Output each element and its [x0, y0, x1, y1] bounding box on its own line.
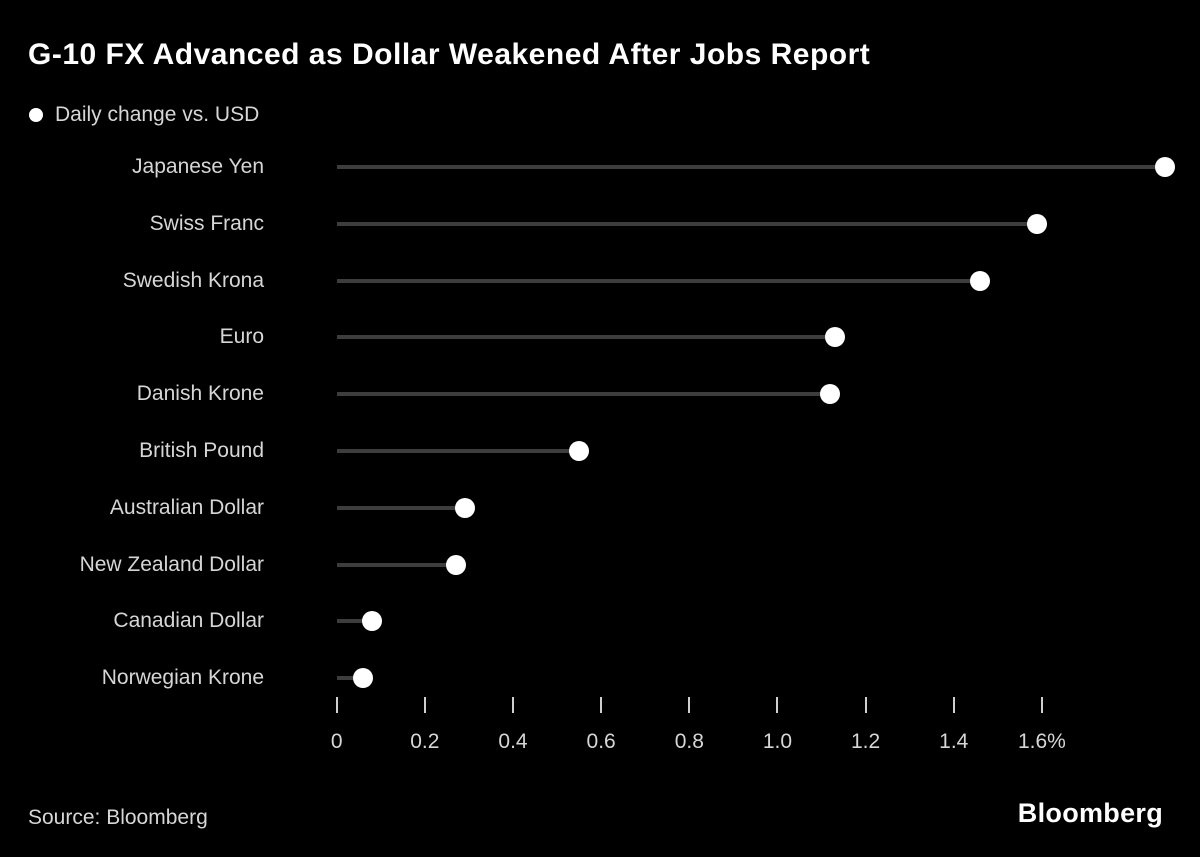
- x-axis-tick-label: 0.4: [498, 730, 528, 753]
- lollipop-stem: [336, 335, 835, 340]
- category-label: Danish Krone: [136, 382, 264, 406]
- category-label: Australian Dollar: [109, 495, 264, 519]
- lollipop-dot: [824, 327, 845, 348]
- lollipop-dot: [454, 497, 475, 518]
- legend-label: Daily change vs. USD: [55, 103, 260, 126]
- x-axis-tick-label: 0: [330, 730, 343, 753]
- category-label: Swiss Franc: [149, 211, 264, 235]
- x-axis-tick: [600, 697, 603, 713]
- lollipop-stem: [336, 449, 580, 453]
- legend: Daily change vs. USD: [29, 103, 259, 127]
- lollipop-stem: [336, 221, 1038, 226]
- bloomberg-logo: Bloomberg: [1017, 798, 1163, 828]
- lollipop-stem: [336, 278, 981, 283]
- x-axis-tick-label: 0.6: [586, 730, 616, 753]
- x-axis-tick: [688, 697, 691, 713]
- x-axis-tick-label: 1.4: [939, 730, 969, 753]
- legend-dot-icon: [29, 108, 43, 122]
- lollipop-stem: [336, 619, 372, 624]
- lollipop-dot: [820, 384, 841, 405]
- lollipop-dot: [1027, 213, 1048, 234]
- category-label: Canadian Dollar: [113, 609, 264, 633]
- x-axis-tick: [864, 697, 867, 713]
- chart-title: G-10 FX Advanced as Dollar Weakened Afte…: [28, 38, 871, 71]
- x-axis-tick: [512, 697, 514, 713]
- lollipop-dot: [353, 668, 374, 689]
- x-axis-tick: [423, 697, 426, 713]
- category-label: Japanese Yen: [132, 155, 264, 178]
- x-axis-tick: [1040, 697, 1043, 713]
- source-note: Source: Bloomberg: [28, 806, 208, 829]
- category-label: British Pound: [139, 439, 264, 462]
- lollipop-dot: [1155, 157, 1176, 177]
- x-axis-tick-label: 1.2: [850, 730, 881, 753]
- x-axis-tick-label: 0.8: [674, 730, 704, 753]
- category-label: Norwegian Krone: [101, 666, 264, 690]
- x-axis-tick: [776, 697, 779, 713]
- lollipop-stem: [336, 676, 364, 681]
- lollipop-stem: [336, 505, 465, 510]
- lollipop-dot: [970, 270, 991, 291]
- lollipop-dot: [361, 611, 382, 632]
- x-axis-tick: [335, 697, 338, 713]
- x-axis-tick-label: 0.2: [410, 730, 440, 753]
- lollipop-dot: [569, 441, 590, 461]
- lollipop-stem: [336, 562, 456, 567]
- x-axis-tick-label: 1.6%: [1017, 730, 1066, 753]
- lollipop-dot: [445, 554, 466, 575]
- category-label: New Zealand Dollar: [79, 552, 264, 576]
- category-label: Euro: [219, 325, 264, 349]
- category-label: Swedish Krona: [122, 268, 264, 292]
- lollipop-stem: [336, 392, 831, 397]
- lollipop-stem: [336, 165, 1166, 169]
- x-axis-tick: [952, 697, 955, 713]
- x-axis-tick-label: 1.0: [762, 730, 793, 753]
